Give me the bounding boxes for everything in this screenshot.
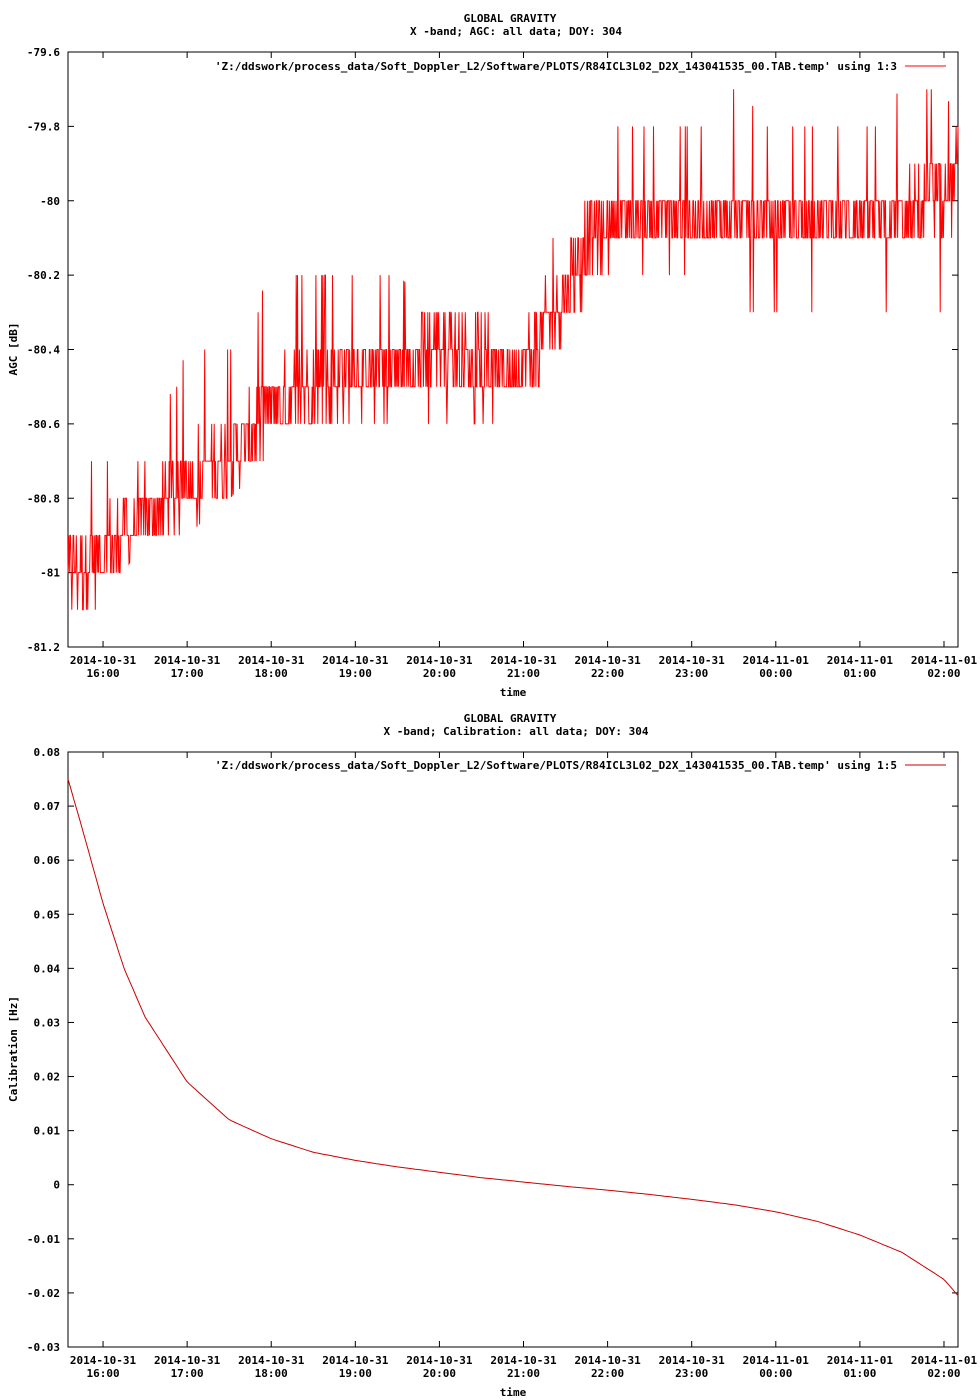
- chart2-ytick-label: 0.05: [34, 908, 61, 921]
- chart2-ytick-label: 0.01: [34, 1125, 61, 1138]
- chart2-subtitle: X -band; Calibration: all data; DOY: 304: [384, 725, 649, 738]
- chart1-xtick-time: 02:00: [927, 667, 960, 680]
- chart1-xtick-date: 2014-10-31: [70, 654, 137, 667]
- chart1-xtick-time: 18:00: [255, 667, 288, 680]
- chart2-ytick-label: 0.03: [34, 1016, 61, 1029]
- chart2-xtick-date: 2014-10-31: [70, 1354, 137, 1367]
- chart1-ytick-label: -80.6: [27, 418, 60, 431]
- chart1-xtick-time: 22:00: [591, 667, 624, 680]
- chart1-ytick-label: -80.2: [27, 269, 60, 282]
- chart1-xtick-date: 2014-10-31: [574, 654, 641, 667]
- chart1-xlabel: time: [500, 686, 527, 699]
- chart1-series-line: [67, 89, 959, 611]
- chart1-xtick-date: 2014-11-01: [827, 654, 894, 667]
- chart2-xtick-date: 2014-10-31: [490, 1354, 557, 1367]
- chart1-ytick-label: -80: [40, 195, 60, 208]
- chart1-subtitle: X -band; AGC: all data; DOY: 304: [410, 25, 622, 38]
- chart1-xtick-time: 17:00: [171, 667, 204, 680]
- chart1-xtick-date: 2014-10-31: [238, 654, 305, 667]
- chart1-ylabel: AGC [dB]: [7, 323, 20, 376]
- chart2-xtick-time: 23:00: [675, 1367, 708, 1380]
- chart2-title: GLOBAL GRAVITY: [464, 712, 557, 725]
- chart2-xlabel: time: [500, 1386, 527, 1399]
- chart1-plot-frame: [67, 51, 959, 648]
- chart2-xtick-time: 22:00: [591, 1367, 624, 1380]
- chart2-ylabel: Calibration [Hz]: [7, 996, 20, 1102]
- chart2-xtick-date: 2014-11-01: [743, 1354, 810, 1367]
- chart2-xtick-time: 00:00: [759, 1367, 792, 1380]
- chart1-xtick-date: 2014-10-31: [154, 654, 221, 667]
- chart1-ytick-label: -79.8: [27, 120, 60, 133]
- chart1-ytick-label: -81.2: [27, 641, 60, 654]
- chart2-ytick-label: 0.08: [34, 746, 61, 759]
- chart2-xtick-time: 02:00: [927, 1367, 960, 1380]
- chart2-xtick-date: 2014-11-01: [827, 1354, 894, 1367]
- chart2-xtick-date: 2014-10-31: [238, 1354, 305, 1367]
- chart1-xtick-date: 2014-11-01: [743, 654, 810, 667]
- chart2-xtick-date: 2014-10-31: [574, 1354, 641, 1367]
- chart2-xtick-time: 17:00: [171, 1367, 204, 1380]
- chart2-xtick-date: 2014-11-01: [911, 1354, 978, 1367]
- chart2-ytick-label: 0.02: [34, 1071, 61, 1084]
- chart1-ytick-label: -80.8: [27, 492, 60, 505]
- chart2-xtick-date: 2014-10-31: [154, 1354, 221, 1367]
- chart1-xtick-date: 2014-10-31: [406, 654, 473, 667]
- chart2-xtick-time: 18:00: [255, 1367, 288, 1380]
- chart1-xtick-time: 00:00: [759, 667, 792, 680]
- chart1-xtick-date: 2014-10-31: [490, 654, 557, 667]
- chart2-ytick-label: 0.07: [34, 800, 61, 813]
- chart1-ytick-label: -81: [40, 567, 60, 580]
- chart2-plot-frame: [67, 751, 959, 1348]
- chart2-xtick-time: 01:00: [843, 1367, 876, 1380]
- chart1-xtick-date: 2014-10-31: [659, 654, 726, 667]
- chart2-xtick-time: 21:00: [507, 1367, 540, 1380]
- chart2-xtick-time: 16:00: [86, 1367, 119, 1380]
- chart2-xtick-time: 19:00: [339, 1367, 372, 1380]
- chart2-xtick-time: 20:00: [423, 1367, 456, 1380]
- chart1-xtick-time: 23:00: [675, 667, 708, 680]
- chart1-xtick-time: 21:00: [507, 667, 540, 680]
- chart2-ytick-label: 0.04: [34, 962, 61, 975]
- chart1-ytick-label: -79.6: [27, 46, 60, 59]
- chart1-xtick-time: 20:00: [423, 667, 456, 680]
- chart1-legend-label: 'Z:/ddswork/process_data/Soft_Doppler_L2…: [215, 60, 897, 73]
- chart1-xtick-time: 19:00: [339, 667, 372, 680]
- chart2-ytick-label: -0.01: [27, 1233, 60, 1246]
- chart1-xtick-date: 2014-11-01: [911, 654, 978, 667]
- chart2-series-line: [67, 778, 959, 1296]
- chart1-xtick-time: 16:00: [86, 667, 119, 680]
- chart1-ytick-label: -80.4: [27, 344, 60, 357]
- chart1-xtick-time: 01:00: [843, 667, 876, 680]
- chart1-title: GLOBAL GRAVITY: [464, 12, 557, 25]
- chart2-ytick-label: -0.03: [27, 1341, 60, 1354]
- chart1-xtick-date: 2014-10-31: [322, 654, 389, 667]
- chart2-xtick-date: 2014-10-31: [406, 1354, 473, 1367]
- chart2-ytick-label: 0.06: [34, 854, 61, 867]
- chart2-ytick-label: 0: [53, 1179, 60, 1192]
- chart2-xtick-date: 2014-10-31: [659, 1354, 726, 1367]
- chart2-legend-label: 'Z:/ddswork/process_data/Soft_Doppler_L2…: [215, 759, 897, 772]
- chart2-ytick-label: -0.02: [27, 1287, 60, 1300]
- chart2-xtick-date: 2014-10-31: [322, 1354, 389, 1367]
